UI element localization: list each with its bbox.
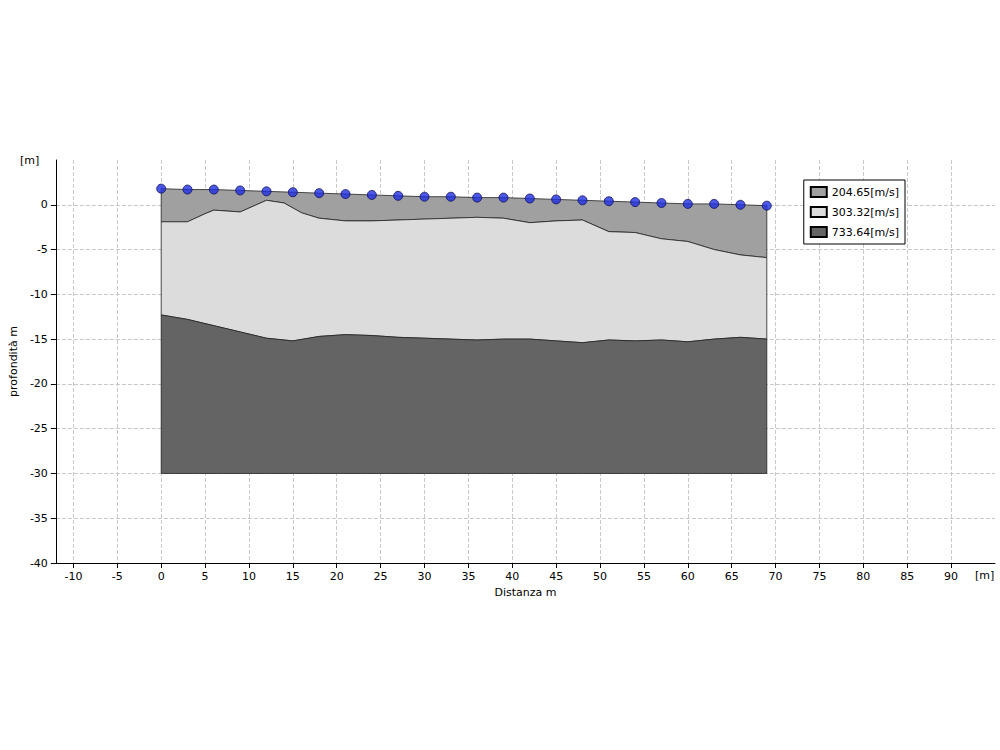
svg-text:30: 30 xyxy=(417,570,431,583)
svg-text:10: 10 xyxy=(242,570,256,583)
svg-text:-35: -35 xyxy=(30,512,48,525)
svg-text:90: 90 xyxy=(944,570,958,583)
svg-text:0: 0 xyxy=(158,570,165,583)
svg-text:-5: -5 xyxy=(37,243,48,256)
svg-text:85: 85 xyxy=(900,570,914,583)
svg-text:20: 20 xyxy=(330,570,344,583)
svg-text:0: 0 xyxy=(41,198,48,211)
svg-text:25: 25 xyxy=(374,570,388,583)
svg-text:-30: -30 xyxy=(30,467,48,480)
svg-text:50: 50 xyxy=(593,570,607,583)
svg-text:[m]: [m] xyxy=(20,154,39,167)
svg-text:80: 80 xyxy=(856,570,870,583)
svg-text:-10: -10 xyxy=(30,288,48,301)
svg-text:40: 40 xyxy=(505,570,519,583)
svg-text:204.65[m/s]: 204.65[m/s] xyxy=(832,186,899,199)
svg-text:60: 60 xyxy=(681,570,695,583)
svg-text:733.64[m/s]: 733.64[m/s] xyxy=(832,226,899,239)
svg-text:-40: -40 xyxy=(30,557,48,570)
svg-text:75: 75 xyxy=(812,570,826,583)
svg-text:45: 45 xyxy=(549,570,563,583)
svg-text:[m]: [m] xyxy=(975,569,994,582)
svg-text:-20: -20 xyxy=(30,377,48,390)
svg-text:-5: -5 xyxy=(112,570,123,583)
svg-text:Distanza m: Distanza m xyxy=(494,586,556,599)
svg-text:-10: -10 xyxy=(64,570,82,583)
svg-text:65: 65 xyxy=(725,570,739,583)
svg-text:-25: -25 xyxy=(30,422,48,435)
svg-text:profondità m: profondità m xyxy=(7,326,20,397)
svg-text:35: 35 xyxy=(461,570,475,583)
svg-text:303.32[m/s]: 303.32[m/s] xyxy=(832,206,899,219)
svg-text:5: 5 xyxy=(202,570,209,583)
svg-text:70: 70 xyxy=(769,570,783,583)
svg-text:55: 55 xyxy=(637,570,651,583)
svg-text:-15: -15 xyxy=(30,333,48,346)
svg-text:15: 15 xyxy=(286,570,300,583)
